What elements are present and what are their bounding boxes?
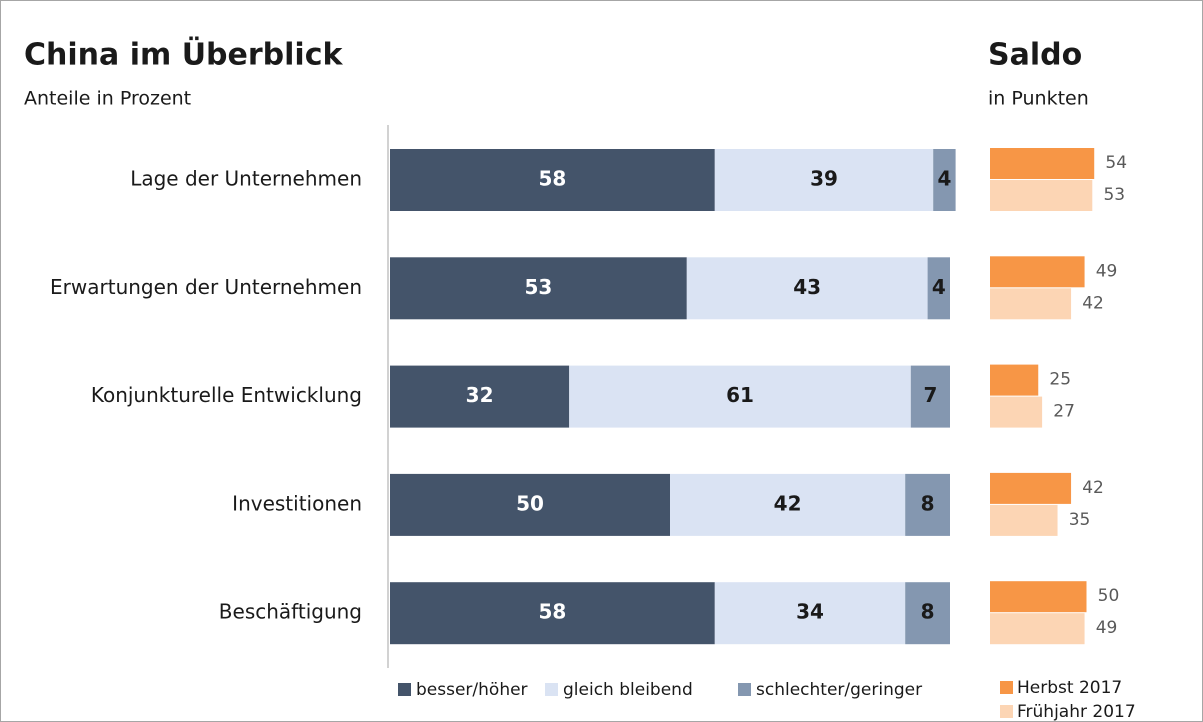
data-label: 50 xyxy=(1098,586,1120,606)
data-label: 7 xyxy=(923,383,937,407)
category-label: Beschäftigung xyxy=(219,600,362,624)
bar xyxy=(990,504,1058,536)
bar-segment xyxy=(569,365,911,428)
data-label: 39 xyxy=(810,167,838,191)
category-label: Erwartungen der Unternehmen xyxy=(50,275,362,299)
data-label: 43 xyxy=(793,275,821,299)
bar-segment xyxy=(390,257,687,320)
data-label: 25 xyxy=(1049,370,1071,390)
data-label: 50 xyxy=(516,491,544,515)
data-label: 8 xyxy=(921,600,935,624)
bar xyxy=(990,613,1085,645)
data-label: 34 xyxy=(796,600,824,624)
bar xyxy=(990,148,1095,179)
bar xyxy=(990,180,1093,211)
bar-segment xyxy=(390,365,570,428)
chart-title: Saldo xyxy=(988,38,1082,73)
legend-swatch xyxy=(738,683,751,696)
chart-subtitle: Anteile in Prozent xyxy=(24,88,191,110)
bar-segment xyxy=(910,365,950,428)
bar-segment xyxy=(905,582,950,645)
bar-segment xyxy=(927,257,950,320)
bar xyxy=(990,472,1072,504)
legend-label: Frühjahr 2017 xyxy=(1017,702,1136,722)
legend-swatch xyxy=(1000,681,1013,694)
category-label: Lage der Unternehmen xyxy=(130,167,362,191)
category-label: Konjunkturelle Entwicklung xyxy=(91,383,362,407)
chart-title: China im Überblick xyxy=(24,36,343,73)
data-label: 49 xyxy=(1096,618,1118,638)
bar xyxy=(990,364,1039,396)
bar-segment xyxy=(714,582,906,645)
data-label: 4 xyxy=(937,167,951,191)
bar-segment xyxy=(933,149,956,211)
data-label: 4 xyxy=(932,275,946,299)
bar xyxy=(990,396,1043,428)
data-label: 53 xyxy=(524,275,552,299)
bar-segment xyxy=(686,257,928,320)
data-label: 32 xyxy=(466,383,494,407)
data-label: 8 xyxy=(921,491,935,515)
data-label: 49 xyxy=(1096,261,1118,281)
data-label: 27 xyxy=(1053,402,1075,422)
bar xyxy=(990,581,1087,613)
bar-segment xyxy=(670,473,906,536)
legend-label: gleich bleibend xyxy=(563,680,693,700)
chart-subtitle: in Punkten xyxy=(988,88,1089,110)
data-label: 42 xyxy=(1082,293,1104,313)
legend-swatch xyxy=(545,683,558,696)
legend-swatch xyxy=(398,683,411,696)
bar-segment xyxy=(390,582,715,645)
bar xyxy=(990,288,1072,320)
data-label: 53 xyxy=(1103,185,1125,205)
data-label: 58 xyxy=(538,600,566,624)
data-label: 42 xyxy=(774,491,802,515)
data-label: 42 xyxy=(1082,478,1104,498)
bar-segment xyxy=(390,149,715,211)
category-label: Investitionen xyxy=(232,491,362,515)
legend-label: Herbst 2017 xyxy=(1017,678,1122,698)
bar-segment xyxy=(390,473,670,536)
bar-segment xyxy=(714,149,934,211)
data-label: 61 xyxy=(726,383,754,407)
legend-label: besser/höher xyxy=(416,680,528,700)
legend-swatch xyxy=(1000,705,1013,718)
data-label: 58 xyxy=(538,167,566,191)
legend-label: schlechter/geringer xyxy=(756,680,922,700)
data-label: 35 xyxy=(1069,510,1091,530)
bar-segment xyxy=(905,473,950,536)
data-label: 54 xyxy=(1105,153,1127,173)
bar xyxy=(990,256,1085,288)
